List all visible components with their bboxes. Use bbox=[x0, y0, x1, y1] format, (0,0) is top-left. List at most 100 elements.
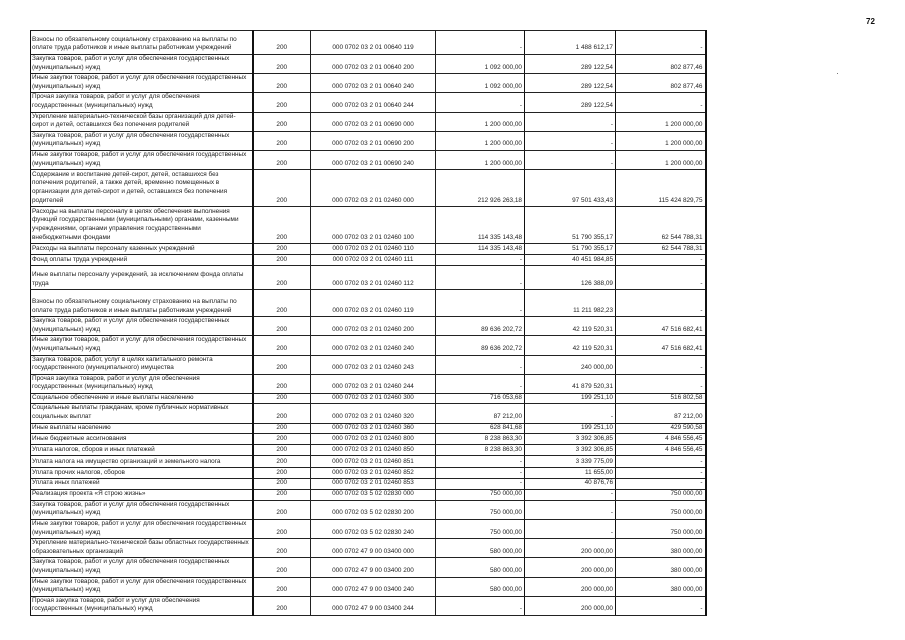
remaining-amount: 1 200 000,00 bbox=[615, 149, 707, 171]
line-code: 200 bbox=[252, 169, 311, 208]
line-code: 200 bbox=[252, 316, 311, 337]
executed-amount: 11 211 982,23 bbox=[524, 289, 616, 318]
table-row: Расходы на выплаты персоналу казенных уч… bbox=[30, 243, 707, 256]
row-description: Взносы по обязательному социальному стра… bbox=[30, 30, 254, 55]
remaining-amount: - bbox=[615, 467, 707, 480]
line-code: 200 bbox=[252, 422, 311, 435]
remaining-amount: 802 877,46 bbox=[615, 73, 707, 94]
approved-amount: 716 053,68 bbox=[435, 392, 525, 405]
row-description: Иные бюджетные ассигнования bbox=[30, 433, 254, 446]
remaining-amount: 380 000,00 bbox=[615, 557, 707, 578]
remaining-amount: 47 516 682,41 bbox=[615, 316, 707, 337]
table-row: Закупка товаров, работ и услуг для обесп… bbox=[30, 316, 707, 337]
table-row: Иные закупки товаров, работ и услуг для … bbox=[30, 576, 707, 597]
row-description: Уплата иных платежей bbox=[30, 478, 254, 490]
table-row: Прочая закупка товаров, работ и услуг дл… bbox=[30, 92, 707, 113]
remaining-amount: - bbox=[615, 373, 707, 394]
line-code: 200 bbox=[252, 73, 311, 94]
budget-code: 000 0702 03 2 01 02460 360 bbox=[310, 422, 436, 435]
table-row: Социальные выплаты гражданам, кроме публ… bbox=[30, 403, 707, 424]
table-row: Иные выплаты персоналу учреждений, за ис… bbox=[30, 265, 707, 291]
budget-code: 000 0702 47 9 00 03400 000 bbox=[310, 538, 436, 559]
table-row: Фонд оплаты труда учреждений 200 000 0702 … bbox=[30, 254, 707, 267]
table-row: Взносы по обязательному социальному стра… bbox=[30, 30, 707, 55]
line-code: 200 bbox=[252, 335, 311, 356]
line-code: 200 bbox=[252, 576, 311, 597]
approved-amount: 750 000,00 bbox=[435, 488, 525, 501]
remaining-amount: 4 846 556,45 bbox=[615, 444, 707, 457]
table-row: Закупка товаров, работ и услуг для обесп… bbox=[30, 557, 707, 578]
approved-amount: 750 000,00 bbox=[435, 519, 525, 540]
row-description: Иные закупки товаров, работ и услуг для … bbox=[30, 73, 254, 94]
remaining-amount: - bbox=[615, 265, 707, 291]
budget-code: 000 0702 47 9 00 03400 200 bbox=[310, 557, 436, 578]
budget-code: 000 0702 03 2 01 02460 851 bbox=[310, 455, 436, 469]
remaining-amount: 750 000,00 bbox=[615, 499, 707, 521]
remaining-amount: - bbox=[615, 354, 707, 375]
budget-code: 000 0702 03 2 01 00690 000 bbox=[310, 111, 436, 132]
line-code: 200 bbox=[252, 392, 311, 405]
table-row: Укрепление материально-технической базы … bbox=[30, 111, 707, 132]
row-description: Уплата налогов, сборов и иных платежей bbox=[30, 444, 254, 457]
remaining-amount: 516 802,58 bbox=[615, 392, 707, 405]
line-code: 200 bbox=[252, 433, 311, 446]
approved-amount: - bbox=[435, 289, 525, 318]
line-code: 200 bbox=[252, 538, 311, 559]
approved-amount: 1 092 000,00 bbox=[435, 73, 525, 94]
executed-amount: 42 119 520,31 bbox=[524, 335, 616, 356]
executed-amount: 42 119 520,31 bbox=[524, 316, 616, 337]
row-description: Иные закупки товаров, работ и услуг для … bbox=[30, 576, 254, 597]
budget-code: 000 0702 03 2 01 02460 853 bbox=[310, 478, 436, 490]
remaining-amount: 115 424 829,75 bbox=[615, 169, 707, 208]
budget-code: 000 0702 03 5 02 02830 000 bbox=[310, 488, 436, 501]
table-row: Закупка товаров, работ и услуг для обесп… bbox=[30, 130, 707, 151]
budget-code: 000 0702 03 2 01 02460 100 bbox=[310, 206, 436, 245]
executed-amount: 289 122,54 bbox=[524, 73, 616, 94]
executed-amount: - bbox=[524, 499, 616, 521]
line-code: 200 bbox=[252, 254, 311, 267]
table-row: Иные закупки товаров, работ и услуг для … bbox=[30, 519, 707, 540]
row-description: Укрепление материально-технической базы … bbox=[30, 111, 254, 132]
budget-execution-table: Взносы по обязательному социальному стра… bbox=[30, 30, 707, 616]
remaining-amount: 62 544 788,31 bbox=[615, 206, 707, 245]
row-description: Закупка товаров, работ, услуг в целях ка… bbox=[30, 354, 254, 375]
line-code: 200 bbox=[252, 243, 311, 256]
remaining-amount: 1 200 000,00 bbox=[615, 130, 707, 151]
executed-amount: 126 388,09 bbox=[524, 265, 616, 291]
line-code: 200 bbox=[252, 30, 311, 55]
line-code: 200 bbox=[252, 265, 311, 291]
approved-amount: - bbox=[435, 354, 525, 375]
executed-amount: 41 879 520,31 bbox=[524, 373, 616, 394]
table-row: Социальное обеспечение и иные выплаты на… bbox=[30, 392, 707, 405]
table-row: Закупка товаров, работ и услуг для обесп… bbox=[30, 499, 707, 521]
approved-amount: 1 200 000,00 bbox=[435, 111, 525, 132]
table-row: Закупка товаров, работ и услуг для обесп… bbox=[30, 53, 707, 75]
executed-amount: - bbox=[524, 149, 616, 171]
approved-amount: 114 335 143,48 bbox=[435, 206, 525, 245]
approved-amount: 1 092 000,00 bbox=[435, 53, 525, 75]
approved-amount: 212 926 263,18 bbox=[435, 169, 525, 208]
line-code: 200 bbox=[252, 467, 311, 480]
approved-amount: 8 238 863,30 bbox=[435, 444, 525, 457]
approved-amount: 580 000,00 bbox=[435, 576, 525, 597]
budget-code: 000 0702 03 2 01 02460 850 bbox=[310, 444, 436, 457]
budget-code: 000 0702 03 5 02 02830 240 bbox=[310, 519, 436, 540]
row-description: Реализация проекта «Я строю жизнь» bbox=[30, 488, 254, 501]
budget-code: 000 0702 03 2 01 02460 300 bbox=[310, 392, 436, 405]
budget-code: 000 0702 03 2 01 02460 320 bbox=[310, 403, 436, 424]
budget-code: 000 0702 47 9 00 03400 240 bbox=[310, 576, 436, 597]
executed-amount: 200 000,00 bbox=[524, 557, 616, 578]
row-description: Социальные выплаты гражданам, кроме публ… bbox=[30, 403, 254, 424]
approved-amount: 87 212,00 bbox=[435, 403, 525, 424]
line-code: 200 bbox=[252, 478, 311, 490]
executed-amount: 40 451 984,85 bbox=[524, 254, 616, 267]
row-description: Расходы на выплаты персоналу казенных уч… bbox=[30, 243, 254, 256]
budget-code: 000 0702 03 2 01 00640 244 bbox=[310, 92, 436, 113]
budget-code: 000 0702 03 2 01 02460 800 bbox=[310, 433, 436, 446]
line-code: 200 bbox=[252, 595, 311, 616]
remaining-amount: 802 877,46 bbox=[615, 53, 707, 75]
remaining-amount: - bbox=[615, 455, 707, 469]
approved-amount: - bbox=[435, 254, 525, 267]
budget-code: 000 0702 03 2 01 02460 244 bbox=[310, 373, 436, 394]
budget-code: 000 0702 03 2 01 02460 111 bbox=[310, 254, 436, 267]
